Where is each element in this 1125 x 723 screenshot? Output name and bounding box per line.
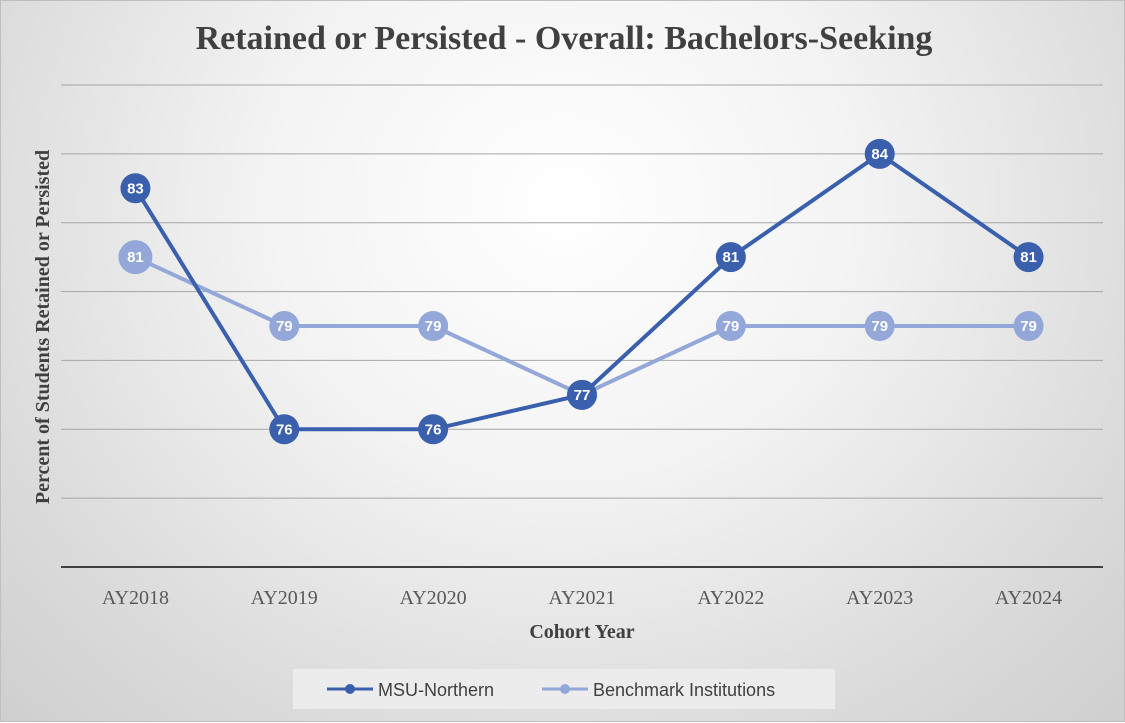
- x-tick-label: AY2019: [251, 587, 318, 609]
- series-msu-northern: 83 76 76 77 81 84 81: [120, 138, 1044, 445]
- data-point: [1013, 242, 1044, 273]
- data-label: 84: [871, 146, 888, 163]
- data-point: [864, 311, 895, 341]
- legend-label-msu-northern: MSU-Northern: [378, 680, 494, 700]
- data-label: 79: [871, 318, 888, 335]
- legend-marker-benchmark: [560, 684, 570, 694]
- data-point: [715, 311, 746, 341]
- data-label: 77: [574, 387, 591, 404]
- data-point: [120, 173, 151, 204]
- x-tick-label: AY2022: [697, 587, 764, 609]
- data-label: 79: [1020, 318, 1037, 335]
- data-label: 81: [723, 249, 740, 266]
- data-label: 76: [276, 421, 293, 438]
- gridlines: [61, 84, 1103, 499]
- data-label: 79: [723, 318, 740, 335]
- data-point: [269, 414, 300, 445]
- legend: MSU-Northern Benchmark Institutions: [293, 669, 835, 709]
- data-label: 83: [127, 180, 144, 197]
- x-tick-label: AY2021: [548, 587, 615, 609]
- x-tick-label: AY2018: [102, 587, 169, 609]
- legend-label-benchmark: Benchmark Institutions: [593, 680, 775, 700]
- x-tick-label: AY2020: [400, 587, 467, 609]
- data-point: [269, 311, 300, 341]
- data-point: [567, 379, 597, 410]
- x-tick-label: AY2024: [995, 587, 1062, 609]
- x-axis-title: Cohort Year: [529, 621, 634, 643]
- data-label: 79: [276, 318, 293, 335]
- x-tick-labels: AY2018 AY2019 AY2020 AY2021 AY2022 AY2023 AY20…: [102, 587, 1062, 609]
- x-tick-label: AY2023: [846, 587, 913, 609]
- data-point: [715, 242, 746, 273]
- data-label: 79: [425, 318, 442, 335]
- data-point: [418, 414, 449, 445]
- data-label: 81: [127, 249, 144, 266]
- legend-marker-msu-northern: [345, 684, 355, 694]
- data-point: [418, 311, 449, 341]
- y-axis-title: Percent of Students Retained or Persiste…: [32, 150, 54, 504]
- data-label: 76: [425, 421, 442, 438]
- data-point: [118, 240, 153, 275]
- data-label: 81: [1020, 249, 1037, 266]
- data-point: [1013, 311, 1044, 341]
- chart-title: Retained or Persisted - Overall: Bachelo…: [196, 20, 933, 57]
- data-point: [864, 138, 895, 169]
